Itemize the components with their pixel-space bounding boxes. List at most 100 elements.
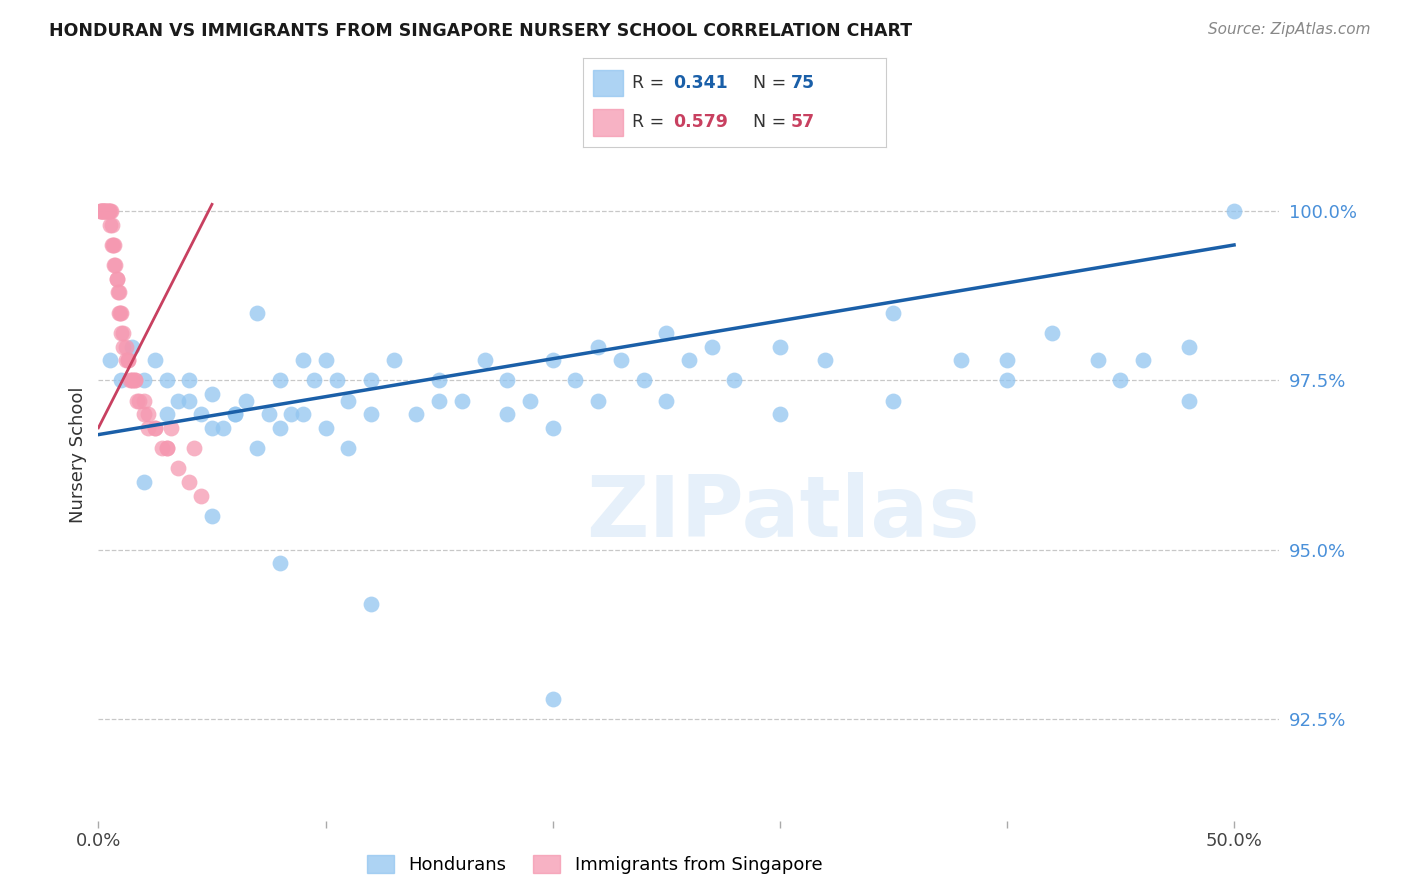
- Point: [246, 306, 269, 320]
- Point: [150, 441, 173, 455]
- Point: [179, 475, 201, 489]
- Point: [541, 421, 564, 435]
- Point: [108, 306, 131, 320]
- Point: [769, 407, 792, 421]
- Point: [610, 353, 633, 368]
- Point: [382, 353, 405, 368]
- Point: [167, 393, 190, 408]
- Point: [94, 204, 117, 219]
- Point: [224, 407, 246, 421]
- Point: [427, 393, 450, 408]
- Point: [138, 407, 160, 421]
- Point: [360, 373, 382, 387]
- Point: [405, 407, 427, 421]
- Point: [96, 204, 118, 219]
- Point: [280, 407, 302, 421]
- Legend: Hondurans, Immigrants from Singapore: Hondurans, Immigrants from Singapore: [360, 847, 830, 881]
- Point: [257, 407, 280, 421]
- Point: [586, 340, 609, 354]
- Point: [112, 326, 135, 340]
- Point: [132, 407, 155, 421]
- Point: [91, 204, 114, 219]
- Point: [723, 373, 745, 387]
- Point: [235, 393, 257, 408]
- Point: [179, 393, 201, 408]
- Point: [103, 238, 125, 252]
- Point: [769, 340, 792, 354]
- Point: [541, 691, 564, 706]
- Point: [128, 393, 150, 408]
- Point: [360, 407, 382, 421]
- Point: [291, 407, 314, 421]
- Point: [1177, 340, 1199, 354]
- Point: [108, 306, 131, 320]
- Point: [950, 353, 973, 368]
- Point: [474, 353, 496, 368]
- Point: [337, 441, 360, 455]
- Point: [98, 353, 121, 368]
- Text: 57: 57: [790, 113, 814, 131]
- Point: [155, 373, 177, 387]
- Point: [104, 258, 127, 272]
- Point: [541, 353, 564, 368]
- Point: [110, 306, 132, 320]
- Point: [700, 340, 723, 354]
- Point: [121, 340, 143, 354]
- Point: [98, 204, 121, 219]
- Bar: [592, 70, 623, 96]
- Point: [269, 373, 291, 387]
- Point: [121, 373, 143, 387]
- Point: [160, 421, 183, 435]
- Point: [143, 421, 166, 435]
- Text: HONDURAN VS IMMIGRANTS FROM SINGAPORE NURSERY SCHOOL CORRELATION CHART: HONDURAN VS IMMIGRANTS FROM SINGAPORE NU…: [49, 22, 912, 40]
- Point: [155, 441, 177, 455]
- Point: [105, 272, 128, 286]
- Point: [1177, 393, 1199, 408]
- Point: [291, 353, 314, 368]
- Point: [678, 353, 700, 368]
- Point: [496, 407, 519, 421]
- Point: [450, 393, 472, 408]
- Point: [101, 218, 124, 232]
- Text: R =: R =: [631, 113, 669, 131]
- Point: [103, 258, 125, 272]
- Point: [94, 204, 117, 219]
- Point: [110, 373, 132, 387]
- Point: [124, 373, 146, 387]
- Point: [224, 407, 246, 421]
- Point: [138, 421, 160, 435]
- Point: [103, 238, 125, 252]
- Point: [143, 421, 166, 435]
- Point: [882, 306, 904, 320]
- Point: [427, 373, 450, 387]
- Point: [107, 285, 129, 300]
- Point: [315, 421, 337, 435]
- Point: [496, 373, 519, 387]
- Point: [155, 441, 177, 455]
- Point: [1087, 353, 1109, 368]
- Point: [1040, 326, 1063, 340]
- Point: [212, 421, 235, 435]
- Point: [564, 373, 586, 387]
- Point: [360, 597, 382, 611]
- Point: [90, 204, 112, 219]
- Point: [519, 393, 541, 408]
- Point: [269, 421, 291, 435]
- Point: [633, 373, 655, 387]
- Point: [315, 353, 337, 368]
- Point: [100, 204, 122, 219]
- Point: [882, 393, 904, 408]
- Point: [89, 204, 111, 219]
- Point: [167, 461, 190, 475]
- Point: [105, 272, 128, 286]
- Text: 0.579: 0.579: [672, 113, 727, 131]
- Point: [114, 353, 136, 368]
- Text: 75: 75: [790, 74, 814, 92]
- Point: [246, 441, 269, 455]
- Y-axis label: Nursery School: Nursery School: [69, 386, 87, 524]
- Text: R =: R =: [631, 74, 669, 92]
- Point: [190, 407, 212, 421]
- Point: [96, 204, 118, 219]
- Point: [183, 441, 205, 455]
- Point: [201, 421, 224, 435]
